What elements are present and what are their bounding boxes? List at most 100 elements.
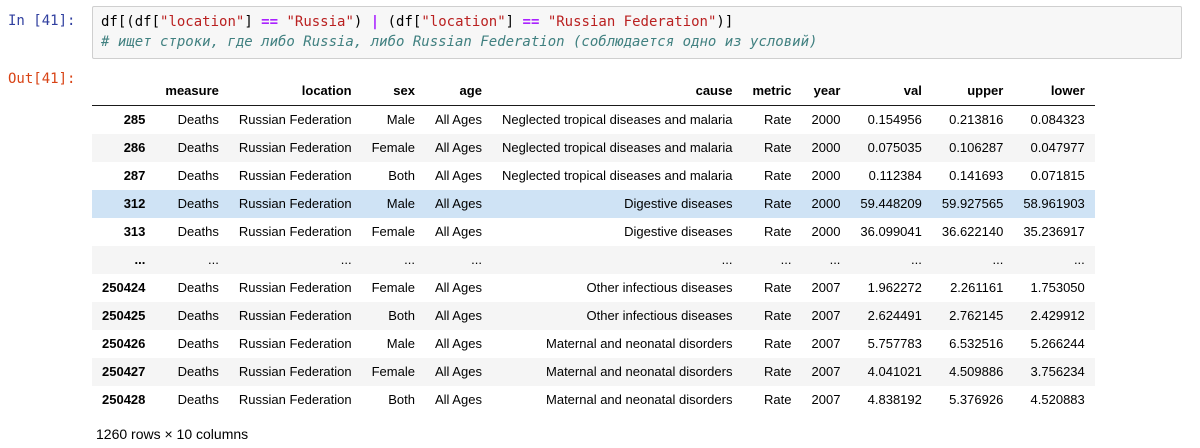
table-cell: 5.376926 xyxy=(949,391,1004,407)
column-header: cause xyxy=(491,76,743,106)
table-cell: Deaths xyxy=(177,139,219,155)
table-cell: Russian Federation xyxy=(238,391,352,407)
table-cell: All Ages xyxy=(434,363,482,379)
table-row: 250426 Deaths Russian Federation Male All Ag… xyxy=(92,330,1095,358)
row-index: 287 xyxy=(123,167,146,183)
table-row: 287 Deaths Russian Federation Both All Ages N… xyxy=(92,162,1095,190)
table-cell: Rate xyxy=(764,335,792,351)
table-cell: ... xyxy=(471,251,482,267)
table-cell: All Ages xyxy=(434,167,482,183)
table-cell: 4.838192 xyxy=(867,391,922,407)
code-token: "Russia" xyxy=(286,14,354,30)
table-cell: Maternal and neonatal disorders xyxy=(546,335,733,351)
dataframe-table: measure location sex age cause metric year val u… xyxy=(92,76,1095,414)
table-cell: Deaths xyxy=(177,111,219,127)
code-token: "location" xyxy=(160,14,245,30)
code-token: "location" xyxy=(421,14,506,30)
row-index: 250426 xyxy=(102,335,146,351)
table-cell: Rate xyxy=(764,223,792,239)
table-cell: 1.753050 xyxy=(1030,279,1085,295)
table-cell: Russian Federation xyxy=(238,307,352,323)
table-cell: Digestive diseases xyxy=(624,195,733,211)
code-token: | xyxy=(370,14,380,30)
table-cell: ... xyxy=(404,251,415,267)
column-header: metric xyxy=(742,76,802,106)
out-prompt: Out[41]: xyxy=(8,70,76,87)
table-cell: All Ages xyxy=(434,307,482,323)
in-prompt: In [41]: xyxy=(8,13,76,29)
table-cell: Rate xyxy=(764,195,792,211)
row-index: 313 xyxy=(123,223,146,239)
table-cell: Deaths xyxy=(177,391,219,407)
table-cell: 4.520883 xyxy=(1030,391,1085,407)
row-index: 285 xyxy=(123,111,146,127)
table-cell: 4.509886 xyxy=(949,363,1004,379)
column-header: age xyxy=(424,76,492,106)
row-index: 250428 xyxy=(102,391,146,407)
table-cell: Male xyxy=(386,111,415,127)
table-row: 250425 Deaths Russian Federation Both All Ag… xyxy=(92,301,1095,330)
code-token: ] xyxy=(505,14,523,30)
row-index: 250424 xyxy=(102,279,146,295)
table-cell: 2007 xyxy=(811,335,841,351)
column-header: val xyxy=(850,76,932,106)
table-cell: 2007 xyxy=(811,363,841,379)
table-cell: 1.962272 xyxy=(867,279,922,295)
table-cell: Deaths xyxy=(177,167,219,183)
table-cell: All Ages xyxy=(434,335,482,351)
table-cell: 0.047977 xyxy=(1030,139,1085,155)
code-input-area[interactable]: df[(df["location"] == "Russia") | (df["l… xyxy=(92,6,1182,59)
table-row: 250427 Deaths Russian Federation Female All … xyxy=(92,357,1095,386)
row-index: 312 xyxy=(123,195,146,211)
table-cell: Russian Federation xyxy=(238,223,352,239)
table-cell: 36.099041 xyxy=(860,223,922,239)
table-cell: Female xyxy=(371,363,415,379)
table-cell: ... xyxy=(780,251,792,267)
table-row: 313 Deaths Russian Federation Female All Age… xyxy=(92,218,1095,246)
table-cell: 0.071815 xyxy=(1030,167,1085,183)
row-index: 250427 xyxy=(102,363,146,379)
table-cell: Both xyxy=(388,391,415,407)
table-cell: Neglected tropical diseases and malaria xyxy=(501,167,733,183)
code-line: df[(df["location"] == "Russia") | (df["l… xyxy=(101,14,733,30)
table-cell: 0.154956 xyxy=(867,111,922,127)
table-cell: Maternal and neonatal disorders xyxy=(546,391,733,407)
table-cell: Male xyxy=(386,335,415,351)
table-cell: Maternal and neonatal disorders xyxy=(546,363,733,379)
table-cell: Deaths xyxy=(177,223,219,239)
table-cell: 2.261161 xyxy=(950,279,1004,295)
code-editor[interactable]: df[(df["location"] == "Russia") | (df["l… xyxy=(101,12,1173,53)
table-cell: 2007 xyxy=(811,391,841,407)
code-token: "Russian Federation" xyxy=(547,14,717,30)
table-cell: Female xyxy=(371,139,415,155)
table-cell: Female xyxy=(371,279,415,295)
table-cell: 2.624491 xyxy=(867,307,922,323)
table-cell: Rate xyxy=(764,307,792,323)
table-cell: Russian Federation xyxy=(238,139,352,155)
code-comment-line: # ищет строки, где либо Russia, либо Rus… xyxy=(101,34,818,51)
table-cell: Rate xyxy=(764,139,792,155)
table-cell: 2000 xyxy=(811,111,841,127)
table-cell: All Ages xyxy=(434,223,482,239)
table-cell: 6.532516 xyxy=(949,335,1004,351)
column-header: location xyxy=(228,76,362,106)
table-cell: 2.429912 xyxy=(1030,307,1085,323)
table-cell: Male xyxy=(386,195,415,211)
table-cell: ... xyxy=(992,251,1004,267)
table-cell: ... xyxy=(208,251,219,267)
code-token: (df[ xyxy=(379,14,422,30)
table-cell: 2000 xyxy=(811,195,841,211)
table-cell: Neglected tropical diseases and malaria xyxy=(501,139,733,155)
table-cell: 2000 xyxy=(811,139,841,155)
table-cell: 0.213816 xyxy=(949,111,1004,127)
table-cell: 2000 xyxy=(811,167,841,183)
table-cell: Rate xyxy=(764,391,792,407)
code-token: ) xyxy=(353,14,371,30)
code-token: df[(df[ xyxy=(101,14,161,30)
table-cell: 5.266244 xyxy=(1030,335,1085,351)
table-cell: 0.141693 xyxy=(949,167,1004,183)
code-cell: In [41]: df[(df["location"] == "Russia")… xyxy=(8,6,1190,59)
table-cell: 2000 xyxy=(811,223,841,239)
table-cell: ... xyxy=(911,251,922,267)
table-row: ................................. xyxy=(92,245,1095,274)
